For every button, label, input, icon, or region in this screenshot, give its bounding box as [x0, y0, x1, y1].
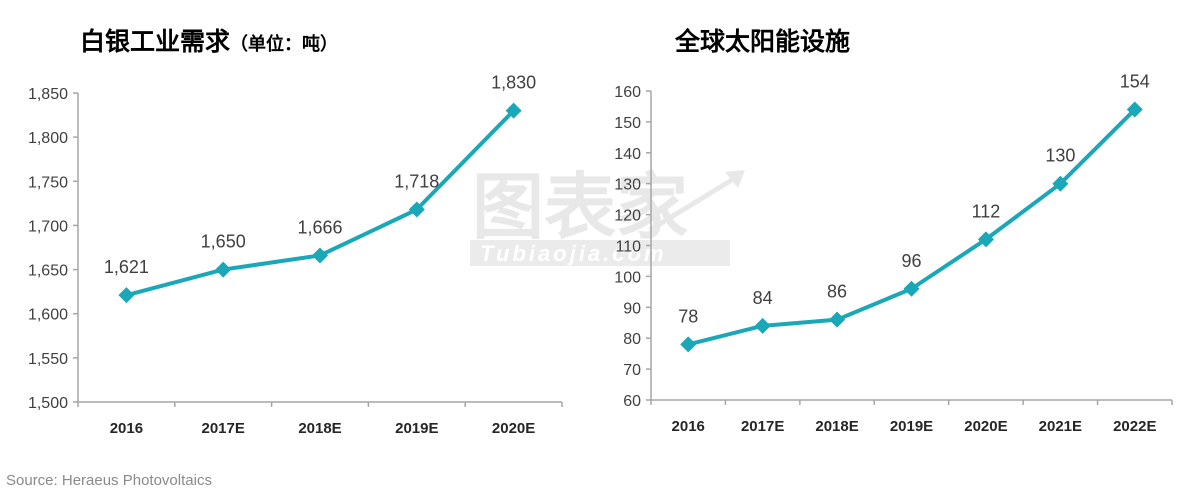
watermark-en: Tubiaojia.com	[480, 241, 667, 266]
diamond-marker-icon	[1126, 101, 1143, 118]
x-tick-label: 2018E	[815, 418, 858, 435]
y-tick-label: 70	[623, 362, 641, 379]
y-tick-label: 130	[614, 177, 641, 194]
y-tick-label: 110	[615, 239, 641, 256]
diamond-marker-icon	[1052, 175, 1069, 192]
watermark-arrow-icon	[648, 172, 742, 233]
right-chart-title: 全球太阳能设施	[675, 22, 850, 58]
series-line	[125, 109, 516, 298]
y-tick-label: 1,800	[28, 130, 68, 147]
watermark-cn: 图表家	[472, 168, 688, 248]
x-tick-label: 2021E	[1039, 418, 1082, 435]
x-tick-label: 2017E	[202, 420, 245, 437]
data-label: 130	[1045, 146, 1075, 166]
y-tick-label: 120	[614, 208, 641, 225]
data-label: 1,718	[394, 172, 439, 192]
left-chart-unit: （单位：吨）	[230, 34, 339, 55]
watermark-band	[470, 240, 730, 266]
data-label: 112	[972, 201, 1001, 221]
right-x-axis-ticks: 2016 2017E 2018E 2019E 2020E 2021E 2022E	[650, 400, 1173, 435]
x-tick-label: 2017E	[741, 418, 784, 435]
data-label: 96	[901, 251, 921, 271]
left-line-chart: 1,500 1,550 1,600 1,650 1,700 1,750 1,800 1,850…	[28, 73, 563, 437]
x-tick-label: 2022E	[1113, 418, 1156, 435]
diamond-marker-icon	[505, 102, 522, 119]
y-tick-label: 150	[614, 115, 641, 132]
y-tick-label: 1,550	[28, 351, 68, 368]
y-tick-label: 80	[623, 331, 641, 348]
diamond-marker-icon	[829, 311, 846, 328]
diamond-marker-icon	[215, 261, 232, 278]
y-tick-label: 140	[614, 146, 641, 163]
right-axes	[650, 91, 1172, 401]
y-tick-label: 1,850	[28, 86, 68, 103]
y-tick-label: 90	[623, 300, 641, 317]
y-tick-label: 1,500	[28, 395, 68, 412]
left-axes	[77, 93, 562, 403]
y-tick-label: 60	[623, 393, 641, 410]
y-tick-label: 1,650	[28, 263, 68, 280]
left-chart-title: 白银工业需求（单位：吨）	[80, 22, 338, 58]
left-series: 1,621 1,650 1,666 1,718 1,830	[104, 73, 536, 304]
y-tick-label: 1,600	[28, 307, 68, 324]
data-label: 84	[753, 288, 773, 308]
data-label: 1,621	[104, 257, 149, 277]
diamond-marker-icon	[977, 231, 994, 248]
diamond-marker-icon	[903, 280, 920, 297]
x-tick-label: 2019E	[395, 420, 438, 437]
watermark-graphic: 图表家 Tubiaojia.com	[470, 168, 745, 266]
x-tick-label: 2018E	[298, 420, 341, 437]
data-label: 154	[1120, 72, 1150, 92]
x-tick-label: 2020E	[964, 418, 1007, 435]
diamond-marker-icon	[754, 317, 771, 334]
data-label: 1,830	[491, 73, 536, 93]
y-tick-label: 1,750	[28, 174, 68, 191]
data-label: 1,666	[297, 217, 342, 237]
diamond-marker-icon	[118, 287, 135, 304]
x-tick-label: 2019E	[890, 418, 933, 435]
data-label: 78	[678, 306, 698, 326]
y-tick-label: 160	[614, 84, 641, 101]
y-tick-label: 100	[614, 269, 641, 286]
watermark: 图表家 Tubiaojia.com	[470, 160, 760, 270]
data-label: 86	[827, 282, 847, 302]
diamond-marker-icon	[408, 201, 425, 218]
right-series: 78 84 86 96 112 130 154	[678, 72, 1150, 353]
left-y-axis-ticks: 1,500 1,550 1,600 1,650 1,700 1,750 1,800 1,850	[28, 86, 78, 412]
left-x-axis-ticks: 2016 2017E 2018E 2019E 2020E	[77, 402, 563, 437]
left-chart-title-text: 白银工业需求	[80, 27, 231, 56]
data-label: 1,650	[201, 232, 246, 252]
x-tick-label: 2020E	[492, 420, 535, 437]
x-tick-label: 2016	[110, 420, 143, 437]
right-y-axis-ticks: 60 70 80 90 100 110 120 130 140 150 160	[614, 84, 651, 410]
x-tick-label: 2016	[672, 418, 705, 435]
diamond-marker-icon	[680, 336, 697, 353]
watermark-arrowhead-icon	[725, 170, 745, 188]
y-tick-label: 1,700	[28, 218, 68, 235]
source-note: Source: Heraeus Photovoltaics	[6, 472, 212, 489]
right-chart-title-text: 全球太阳能设施	[675, 27, 851, 56]
diamond-marker-icon	[312, 247, 328, 264]
